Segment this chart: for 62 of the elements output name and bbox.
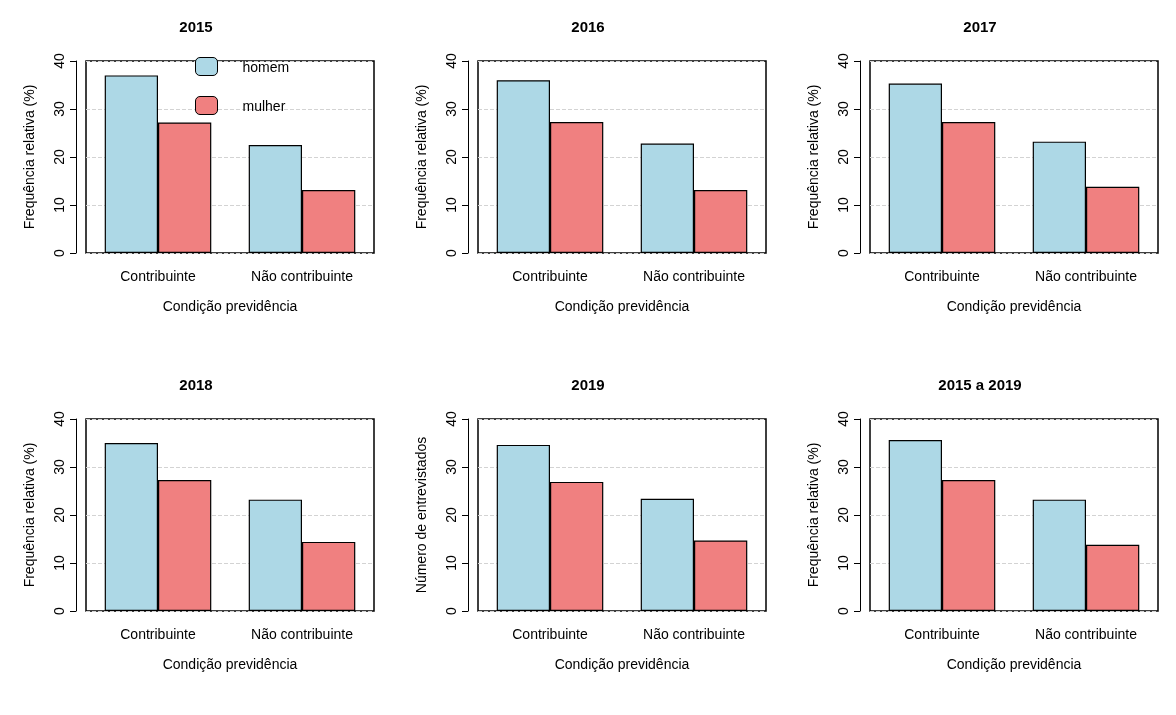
x-tick-label: Contribuinte [512,625,588,642]
y-tick-label: 30 [443,101,459,117]
x-tick-label: Não contribuinte [1035,625,1138,642]
chart-title: 2019 [571,375,605,393]
y-tick-label: 30 [51,101,67,117]
x-axis-title: Condição previdência [162,298,298,314]
y-axis-title: Frequência relativa (%) [805,442,821,587]
y-axis-title: Frequência relativa (%) [21,84,37,230]
y-tick-label: 20 [443,506,459,523]
y-tick-label: 10 [835,554,851,571]
y-tick-label: 30 [443,458,459,475]
chart-title: 2016 [571,18,605,35]
y-tick-label: 0 [835,606,851,615]
y-tick-label: 10 [443,554,459,571]
chart-title: 2017 [963,18,997,35]
x-tick-label: Não contribuinte [643,268,746,284]
y-tick-label: 10 [51,197,67,213]
x-axis-title: Condição previdência [554,298,690,314]
x-tick-label: Contribuinte [904,625,980,642]
y-tick-label: 30 [835,458,851,475]
y-tick-label: 40 [835,410,851,427]
x-axis-title: Condição previdência [162,655,298,672]
chart-title: 2015 [179,18,213,35]
y-tick-label: 40 [51,53,67,69]
y-tick-label: 0 [51,606,67,615]
x-tick-label: Contribuinte [512,268,588,284]
y-tick-label: 10 [835,197,851,213]
legend-label: mulher [242,97,286,114]
legend-label: homem [242,58,290,75]
x-axis-title: Condição previdência [554,655,690,672]
y-axis-title: Frequência relativa (%) [413,84,429,230]
y-tick-label: 0 [443,606,459,615]
y-tick-label: 0 [443,248,459,257]
y-tick-label: 40 [443,53,459,69]
y-axis-title: Frequência relativa (%) [21,442,37,587]
x-axis-title: Condição previdência [946,298,1082,314]
y-tick-label: 20 [51,149,67,165]
y-tick-label: 20 [443,149,459,165]
y-axis-title: Frequência relativa (%) [805,84,821,230]
y-tick-label: 20 [835,149,851,165]
x-tick-label: Contribuinte [120,625,196,642]
y-tick-label: 30 [51,458,67,475]
y-tick-label: 0 [51,248,67,257]
y-tick-label: 10 [51,554,67,571]
y-tick-label: 40 [443,410,459,427]
x-tick-label: Não contribuinte [1035,268,1138,284]
x-axis-title: Condição previdência [946,655,1082,672]
x-tick-label: Não contribuinte [251,268,354,284]
y-tick-label: 20 [835,506,851,523]
y-tick-label: 40 [51,410,67,427]
y-axis-title: Número de entrevistados [413,436,429,593]
y-tick-label: 20 [51,506,67,523]
y-tick-label: 0 [835,248,851,257]
x-tick-label: Não contribuinte [643,625,746,642]
chart-title: 2018 [179,375,213,393]
y-tick-label: 10 [443,197,459,213]
chart-title: 2015 a 2019 [938,375,1022,393]
y-tick-label: 30 [835,101,851,117]
y-tick-label: 40 [835,53,851,69]
x-tick-label: Não contribuinte [251,625,354,642]
x-tick-label: Contribuinte [904,268,980,284]
x-tick-label: Contribuinte [120,268,196,284]
